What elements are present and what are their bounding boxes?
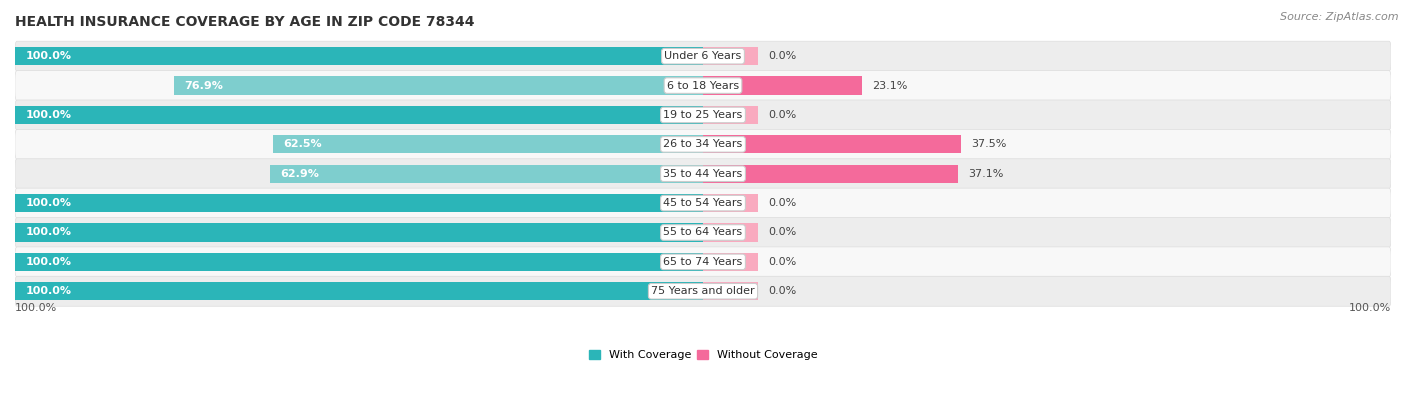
Bar xyxy=(15,282,703,300)
FancyBboxPatch shape xyxy=(15,276,1391,306)
Legend: With Coverage, Without Coverage: With Coverage, Without Coverage xyxy=(585,346,821,365)
Bar xyxy=(703,223,758,242)
Text: HEALTH INSURANCE COVERAGE BY AGE IN ZIP CODE 78344: HEALTH INSURANCE COVERAGE BY AGE IN ZIP … xyxy=(15,15,474,29)
FancyBboxPatch shape xyxy=(15,71,1391,100)
Bar xyxy=(703,135,960,154)
FancyBboxPatch shape xyxy=(15,100,1391,130)
Bar xyxy=(703,47,758,65)
FancyBboxPatch shape xyxy=(15,188,1391,218)
Text: 100.0%: 100.0% xyxy=(25,257,72,267)
Text: 100.0%: 100.0% xyxy=(25,110,72,120)
FancyBboxPatch shape xyxy=(15,129,1391,159)
Text: Source: ZipAtlas.com: Source: ZipAtlas.com xyxy=(1281,12,1399,22)
Bar xyxy=(703,282,758,300)
Text: 0.0%: 0.0% xyxy=(768,51,797,61)
Text: 100.0%: 100.0% xyxy=(1348,303,1391,313)
Text: 26 to 34 Years: 26 to 34 Years xyxy=(664,139,742,149)
FancyBboxPatch shape xyxy=(15,217,1391,247)
Bar xyxy=(703,253,758,271)
Text: 100.0%: 100.0% xyxy=(25,286,72,296)
Text: 35 to 44 Years: 35 to 44 Years xyxy=(664,169,742,179)
Text: 0.0%: 0.0% xyxy=(768,198,797,208)
Bar xyxy=(15,253,703,271)
Bar xyxy=(15,194,703,212)
Bar xyxy=(15,223,703,242)
Bar xyxy=(270,165,703,183)
Bar xyxy=(15,106,703,124)
Text: 6 to 18 Years: 6 to 18 Years xyxy=(666,81,740,90)
Text: 65 to 74 Years: 65 to 74 Years xyxy=(664,257,742,267)
Bar xyxy=(703,106,758,124)
Text: 23.1%: 23.1% xyxy=(872,81,908,90)
Text: 62.5%: 62.5% xyxy=(284,139,322,149)
FancyBboxPatch shape xyxy=(15,41,1391,71)
Bar xyxy=(174,76,703,95)
FancyBboxPatch shape xyxy=(15,159,1391,189)
Text: 100.0%: 100.0% xyxy=(25,198,72,208)
FancyBboxPatch shape xyxy=(15,247,1391,277)
Text: 0.0%: 0.0% xyxy=(768,257,797,267)
Text: 37.5%: 37.5% xyxy=(972,139,1007,149)
Text: 75 Years and older: 75 Years and older xyxy=(651,286,755,296)
Text: 100.0%: 100.0% xyxy=(25,227,72,237)
Text: 0.0%: 0.0% xyxy=(768,110,797,120)
Text: 19 to 25 Years: 19 to 25 Years xyxy=(664,110,742,120)
Text: 0.0%: 0.0% xyxy=(768,286,797,296)
Bar xyxy=(703,194,758,212)
Text: 100.0%: 100.0% xyxy=(15,303,58,313)
Text: 45 to 54 Years: 45 to 54 Years xyxy=(664,198,742,208)
Bar xyxy=(273,135,703,154)
Text: 100.0%: 100.0% xyxy=(25,51,72,61)
Text: 62.9%: 62.9% xyxy=(281,169,319,179)
Bar xyxy=(703,76,862,95)
Text: 55 to 64 Years: 55 to 64 Years xyxy=(664,227,742,237)
Text: 76.9%: 76.9% xyxy=(184,81,224,90)
Bar xyxy=(15,47,703,65)
Bar xyxy=(703,165,959,183)
Text: 37.1%: 37.1% xyxy=(969,169,1004,179)
Text: 0.0%: 0.0% xyxy=(768,227,797,237)
Text: Under 6 Years: Under 6 Years xyxy=(665,51,741,61)
